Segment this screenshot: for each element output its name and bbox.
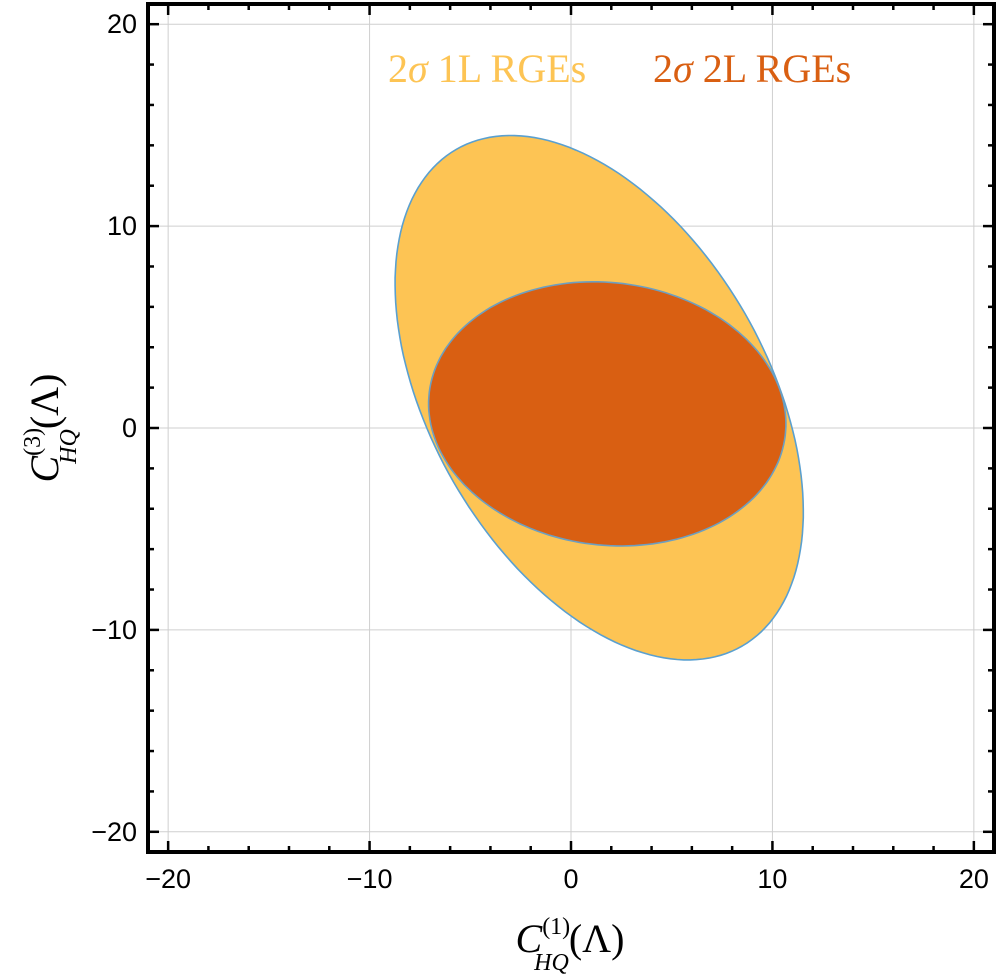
x-tick-label: 10 <box>757 864 787 894</box>
y-axis-symbol: C <box>22 455 67 483</box>
y-tick-label: 10 <box>107 211 137 241</box>
legend-2l-prefix: 2 <box>653 46 673 91</box>
x-tick-label: 0 <box>563 864 578 894</box>
y-axis-title-group: C(3) HQ(Λ) <box>20 374 82 483</box>
x-tick-label: −20 <box>145 864 191 894</box>
y-axis-subscript: HQ <box>56 429 82 465</box>
x-axis-symbol: C <box>516 916 544 961</box>
plot-frame <box>146 2 996 854</box>
y-axis-title: C(3) HQ(Λ) <box>20 374 82 483</box>
x-axis-superscript: (1) <box>542 914 570 940</box>
y-axis-argument: (Λ) <box>22 374 67 430</box>
region-2sigma-2l-rges <box>427 280 787 547</box>
contour-regions <box>394 134 805 661</box>
x-axis-argument: (Λ) <box>569 916 625 961</box>
legend-item-2l: 2σ 2L RGEs <box>653 46 851 91</box>
y-tick-label: 20 <box>107 9 137 39</box>
x-tick-label: 20 <box>959 864 989 894</box>
tick-labels: −20 −10 0 10 20 −20 −10 0 10 20 <box>91 9 989 894</box>
legend-1l-sigma: σ <box>408 46 429 91</box>
x-axis-subscript: HQ <box>533 950 569 976</box>
legend: 2σ 1L RGEs 2σ 2L RGEs <box>388 46 851 91</box>
legend-item-1l: 2σ 1L RGEs <box>388 46 586 91</box>
legend-2l-text: 2L RGEs <box>693 46 852 91</box>
legend-1l-prefix: 2 <box>388 46 408 91</box>
legend-1l-text: 1L RGEs <box>428 46 587 91</box>
x-axis-title: C(1) HQ(Λ) <box>516 914 625 976</box>
y-tick-label: −20 <box>91 817 137 847</box>
legend-2l-sigma: σ <box>673 46 694 91</box>
y-axis-superscript: (3) <box>20 428 46 456</box>
y-tick-label: −10 <box>91 615 137 645</box>
y-tick-label: 0 <box>122 413 137 443</box>
x-tick-label: −10 <box>347 864 393 894</box>
